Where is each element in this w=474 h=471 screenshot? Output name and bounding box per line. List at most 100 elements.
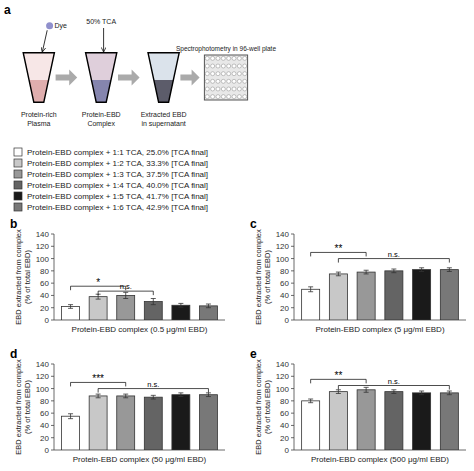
error-cap [364, 392, 369, 393]
error-stem [449, 391, 450, 395]
error-stem [393, 390, 394, 394]
error-stem [153, 395, 154, 399]
legend: Protein-EBD complex + 1:1 TCA, 25.0% [TC… [14, 148, 208, 212]
y-tick [51, 388, 54, 389]
y-axis-label-line: (% of total EBD) [263, 380, 272, 434]
schematic-label: Extracted EBDin supernatant [141, 111, 187, 127]
error-bar [364, 270, 369, 274]
y-tick [51, 307, 54, 308]
panel-label: b [10, 217, 17, 231]
error-stem [208, 304, 209, 308]
bar [385, 392, 403, 450]
well [211, 95, 215, 99]
y-axis-line [294, 234, 295, 320]
error-cap [178, 307, 183, 308]
schematic-label: Spectrophotometry in 96-well plate [176, 45, 276, 53]
y-tick-label: 140 [276, 360, 290, 369]
legend-swatch [14, 203, 22, 211]
y-tick [291, 413, 294, 414]
panel-label: c [250, 217, 257, 231]
y-axis-label-line: EBD extracted from complex [14, 229, 23, 325]
legend-swatch [14, 181, 22, 189]
bar [302, 289, 320, 320]
well [211, 56, 215, 60]
y-tick-label: 40 [280, 421, 289, 430]
y-axis-label-line: EBD extracted from complex [14, 359, 23, 455]
well [227, 72, 231, 76]
y-tick [51, 246, 54, 247]
y-tick [291, 246, 294, 247]
y-tick [51, 437, 54, 438]
schematic-label-line: Protein-rich [21, 111, 57, 118]
error-cap [391, 272, 396, 273]
error-bar [336, 390, 341, 394]
error-bar [178, 303, 183, 307]
y-tick [291, 320, 294, 321]
well [237, 64, 241, 68]
x-axis-label: Protein-EBD complex (500 μg/ml EBD) [311, 455, 449, 464]
y-tick [51, 270, 54, 271]
error-stem [393, 269, 394, 273]
error-cap [151, 395, 156, 396]
schematic-label: Protein-EBDComplex [82, 111, 121, 127]
y-tick [51, 320, 54, 321]
error-stem [421, 268, 422, 272]
bar [357, 390, 375, 450]
well [227, 64, 231, 68]
schematic-label: Dye [54, 22, 67, 30]
well [216, 79, 220, 83]
error-cap [391, 389, 396, 390]
legend-entry: Protein-EBD complex + 1:1 TCA, 25.0% [TC… [27, 148, 208, 157]
y-tick-label: 140 [276, 230, 290, 239]
y-tick [291, 234, 294, 235]
error-cap [123, 298, 128, 299]
error-bar [178, 393, 183, 397]
legend-swatch [14, 148, 22, 156]
error-cap [419, 391, 424, 392]
well [221, 79, 225, 83]
error-bar [419, 268, 424, 272]
y-tick-label: 140 [36, 230, 50, 239]
bar [413, 270, 431, 320]
bar [385, 271, 403, 320]
well [216, 72, 220, 76]
tube-part [148, 53, 179, 103]
error-bar [364, 387, 369, 392]
error-cap [419, 267, 424, 268]
error-bar [123, 292, 128, 298]
well [221, 72, 225, 76]
bars [302, 268, 459, 320]
y-tick-label: 100 [36, 385, 50, 394]
error-cap [308, 286, 313, 287]
legend-swatch [14, 192, 22, 200]
well [232, 72, 236, 76]
error-cap [206, 307, 211, 308]
y-axis-label-line: (% of total EBD) [263, 250, 272, 304]
error-cap [391, 393, 396, 394]
y-axis-label: EBD extracted from complex(% of total EB… [254, 359, 272, 455]
bar [144, 302, 162, 320]
y-tick [51, 295, 54, 296]
error-cap [447, 267, 452, 268]
tube-part [23, 53, 54, 103]
error-bar [391, 269, 396, 273]
well [211, 64, 215, 68]
significance-label: n.s. [388, 377, 400, 386]
y-tick [291, 258, 294, 259]
y-tick-label: 40 [40, 421, 49, 430]
error-cap [391, 269, 396, 270]
error-bar [447, 391, 452, 395]
y-tick-label: 0 [285, 316, 290, 325]
well [243, 87, 247, 91]
significance-bracket [338, 386, 449, 390]
error-cap [308, 399, 313, 400]
schematic: aProtein-richPlasmaProtein-EBDComplexExt… [4, 3, 276, 128]
significance-label: ** [334, 370, 342, 381]
well [211, 79, 215, 83]
well [205, 56, 209, 60]
error-cap [336, 272, 341, 273]
y-tick-label: 0 [45, 316, 50, 325]
y-axis-line [54, 364, 55, 450]
bar [302, 401, 320, 450]
significance-label: *** [92, 373, 104, 384]
